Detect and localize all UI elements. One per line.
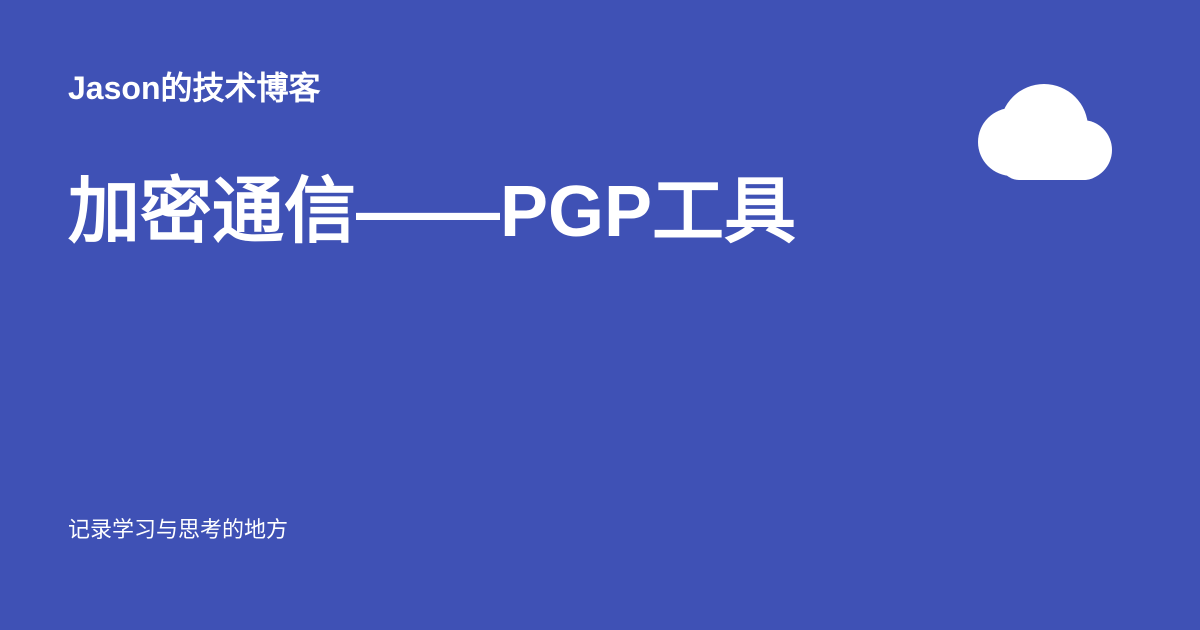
cloud-icon (978, 84, 1112, 180)
post-title: 加密通信——PGP工具 (68, 172, 797, 252)
site-name: Jason的技术博客 (68, 70, 321, 106)
footer-text: 记录学习与思考的地方 (68, 517, 289, 542)
